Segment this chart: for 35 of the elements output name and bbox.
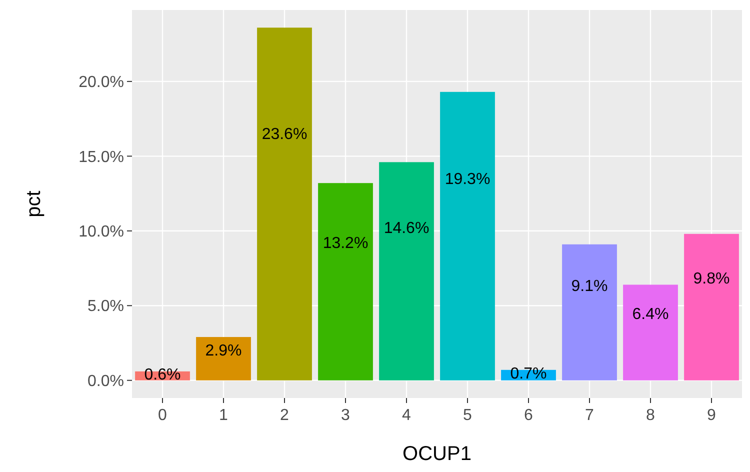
data-label: 19.3% [444, 171, 490, 188]
x-tick-label: 7 [585, 407, 594, 424]
bar [562, 244, 617, 380]
x-tick-label: 1 [219, 407, 228, 424]
bar [684, 234, 739, 380]
x-tick-label: 8 [646, 407, 656, 424]
x-tick-label: 5 [463, 407, 472, 424]
data-label: 9.8% [693, 270, 730, 288]
y-tick-label: 10.0% [78, 224, 124, 241]
y-tick-label: 0.0% [88, 372, 124, 390]
x-tick-label: 4 [402, 407, 412, 424]
y-tick-label: 15.0% [78, 148, 124, 166]
bar [318, 183, 373, 380]
bar [257, 28, 312, 380]
bar [440, 92, 495, 380]
y-tick-label: 5.0% [88, 298, 124, 316]
data-label: 13.2% [322, 234, 368, 252]
data-label: 23.6% [262, 126, 308, 144]
x-tick-label: 6 [524, 407, 534, 424]
x-tick-label: 3 [341, 407, 350, 424]
bar [623, 284, 678, 380]
data-label: 0.6% [144, 366, 181, 384]
data-label: 2.9% [205, 342, 242, 360]
y-tick-label: 20.0% [78, 74, 124, 92]
data-label: 6.4% [632, 306, 669, 324]
data-label: 9.1% [571, 278, 608, 295]
x-tick-label: 9 [707, 407, 716, 424]
y-axis-title: pct [23, 190, 45, 218]
x-axis-title: OCUP1 [402, 443, 472, 465]
x-tick-label: 0 [158, 407, 168, 424]
x-tick-label: 2 [280, 407, 290, 424]
bar [196, 337, 251, 380]
data-label: 0.7% [510, 366, 547, 383]
bar [379, 162, 434, 380]
data-label: 14.6% [384, 220, 430, 238]
